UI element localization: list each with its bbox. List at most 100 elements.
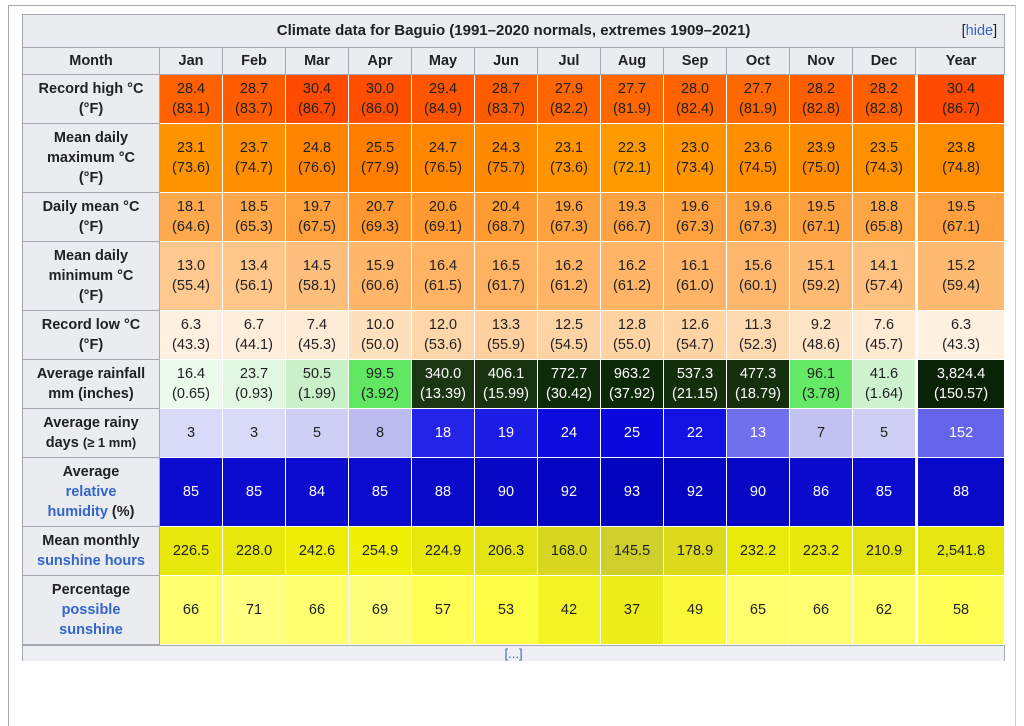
cell-mean-daily-min-sep: 16.1 (61.0) [664, 242, 727, 311]
cell-avg-relative-humidity-year: 88 [916, 458, 1006, 527]
cell-daily-mean-mar: 19.7 (67.5) [286, 193, 349, 242]
row-label-link[interactable]: sunshine hours [37, 553, 145, 569]
row-label-link[interactable]: humidity [47, 504, 108, 520]
cell-mean-daily-min-jun: 16.5 (61.7) [475, 242, 538, 311]
cell-mean-monthly-sunshine-hours-oct: 232.2 [727, 527, 790, 576]
cell-avg-rainfall-sep: 537.3 (21.15) [664, 360, 727, 409]
cell-mean-daily-max-year: 23.8 (74.8) [916, 124, 1006, 193]
cell-mean-monthly-sunshine-hours-nov: 223.2 [790, 527, 853, 576]
row-label-avg-relative-humidity: Average relative humidity (%) [23, 458, 160, 527]
table-row-avg-rainy-days: Average rainy days (≥ 1 mm) 3 3 5 8 18 19 24 25 22… [23, 409, 1006, 458]
col-header-month: Month [23, 48, 160, 75]
table-row-record-high: Record high °C (°F) 28.4 (83.1) 28.7 (83.7) 30… [23, 75, 1006, 124]
cell-mean-monthly-sunshine-hours-mar: 242.6 [286, 527, 349, 576]
cell-record-low-aug: 12.8 (55.0) [601, 311, 664, 360]
cell-mean-daily-min-year: 15.2 (59.4) [916, 242, 1006, 311]
cell-mean-daily-max-jun: 24.3 (75.7) [475, 124, 538, 193]
cell-percent-possible-sunshine-sep: 49 [664, 576, 727, 645]
cell-percent-possible-sunshine-feb: 71 [223, 576, 286, 645]
cell-avg-rainfall-apr: 99.5 (3.92) [349, 360, 412, 409]
cell-record-high-may: 29.4 (84.9) [412, 75, 475, 124]
cell-avg-rainy-days-jan: 3 [160, 409, 223, 458]
cell-mean-monthly-sunshine-hours-sep: 178.9 [664, 527, 727, 576]
cell-record-high-dec: 28.2 (82.8) [853, 75, 916, 124]
row-label-link[interactable]: relative [65, 484, 117, 500]
cell-avg-rainy-days-year: 152 [916, 409, 1006, 458]
cell-avg-rainy-days-oct: 13 [727, 409, 790, 458]
cell-avg-rainfall-year: 3,824.4 (150.57) [916, 360, 1006, 409]
cell-mean-daily-max-sep: 23.0 (73.4) [664, 124, 727, 193]
cell-mean-daily-min-mar: 14.5 (58.1) [286, 242, 349, 311]
column-header-row: Month Jan Feb Mar Apr May Jun Jul Aug Sep Oct Nov De… [23, 48, 1006, 75]
row-label-record-high: Record high °C (°F) [23, 75, 160, 124]
cell-avg-rainfall-may: 340.0 (13.39) [412, 360, 475, 409]
cell-avg-relative-humidity-nov: 86 [790, 458, 853, 527]
cell-daily-mean-may: 20.6 (69.1) [412, 193, 475, 242]
cell-percent-possible-sunshine-nov: 66 [790, 576, 853, 645]
cell-mean-daily-min-nov: 15.1 (59.2) [790, 242, 853, 311]
row-label-link[interactable]: sunshine [59, 622, 123, 638]
col-header-may: May [412, 48, 475, 75]
col-header-mar: Mar [286, 48, 349, 75]
source-row: [...] [23, 645, 1006, 661]
table-title-cell: Climate data for Baguio (1991–2020 norma… [23, 15, 1006, 48]
cell-avg-rainy-days-aug: 25 [601, 409, 664, 458]
col-header-jun: Jun [475, 48, 538, 75]
row-label-avg-rainfall: Average rainfall mm (inches) [23, 360, 160, 409]
cell-mean-daily-min-oct: 15.6 (60.1) [727, 242, 790, 311]
col-header-feb: Feb [223, 48, 286, 75]
cell-daily-mean-year: 19.5 (67.1) [916, 193, 1006, 242]
table-row-avg-rainfall: Average rainfall mm (inches) 16.4 (0.65) 23.… [23, 360, 1006, 409]
cell-avg-rainfall-oct: 477.3 (18.79) [727, 360, 790, 409]
row-label-mean-daily-max: Mean daily maximum °C (°F) [23, 124, 160, 193]
row-label-percent-possible-sunshine: Percentage possible sunshine [23, 576, 160, 645]
cell-daily-mean-jul: 19.6 (67.3) [538, 193, 601, 242]
table-row-mean-daily-min: Mean daily minimum °C (°F) 13.0 (55.4) 13.4 (5… [23, 242, 1006, 311]
cell-mean-daily-max-oct: 23.6 (74.5) [727, 124, 790, 193]
cell-daily-mean-apr: 20.7 (69.3) [349, 193, 412, 242]
table-row-mean-monthly-sunshine-hours: Mean monthly sunshine hours 226.5 228.0 242.… [23, 527, 1006, 576]
cell-record-high-aug: 27.7 (81.9) [601, 75, 664, 124]
row-label-link[interactable]: possible [61, 602, 121, 618]
cell-percent-possible-sunshine-mar: 66 [286, 576, 349, 645]
cell-avg-rainy-days-jun: 19 [475, 409, 538, 458]
cell-avg-relative-humidity-jul: 92 [538, 458, 601, 527]
cell-daily-mean-dec: 18.8 (65.8) [853, 193, 916, 242]
cell-record-low-jul: 12.5 (54.5) [538, 311, 601, 360]
row-label-record-low: Record low °C (°F) [23, 311, 160, 360]
cell-record-high-feb: 28.7 (83.7) [223, 75, 286, 124]
cell-mean-monthly-sunshine-hours-apr: 254.9 [349, 527, 412, 576]
cell-mean-monthly-sunshine-hours-may: 224.9 [412, 527, 475, 576]
cell-avg-rainy-days-sep: 22 [664, 409, 727, 458]
cell-mean-daily-min-jul: 16.2 (61.2) [538, 242, 601, 311]
row-label-mean-monthly-sunshine-hours: Mean monthly sunshine hours [23, 527, 160, 576]
cell-record-low-dec: 7.6 (45.7) [853, 311, 916, 360]
cell-daily-mean-nov: 19.5 (67.1) [790, 193, 853, 242]
col-header-sep: Sep [664, 48, 727, 75]
hide-link[interactable]: hide [965, 23, 994, 39]
col-header-aug: Aug [601, 48, 664, 75]
cell-record-high-jan: 28.4 (83.1) [160, 75, 223, 124]
cell-record-high-sep: 28.0 (82.4) [664, 75, 727, 124]
cell-mean-daily-max-nov: 23.9 (75.0) [790, 124, 853, 193]
cell-avg-rainfall-dec: 41.6 (1.64) [853, 360, 916, 409]
cell-mean-monthly-sunshine-hours-feb: 228.0 [223, 527, 286, 576]
cell-daily-mean-oct: 19.6 (67.3) [727, 193, 790, 242]
cell-mean-daily-max-dec: 23.5 (74.3) [853, 124, 916, 193]
cell-record-low-feb: 6.7 (44.1) [223, 311, 286, 360]
cell-daily-mean-feb: 18.5 (65.3) [223, 193, 286, 242]
cell-mean-monthly-sunshine-hours-dec: 210.9 [853, 527, 916, 576]
cell-avg-rainy-days-apr: 8 [349, 409, 412, 458]
table-row-percent-possible-sunshine: Percentage possible sunshine 66 71 66 69 57 53 42… [23, 576, 1006, 645]
cell-avg-relative-humidity-aug: 93 [601, 458, 664, 527]
source-cell: [...] [23, 645, 1006, 661]
col-header-dec: Dec [853, 48, 916, 75]
col-header-nov: Nov [790, 48, 853, 75]
table-row-avg-relative-humidity: Average relative humidity (%) 85 85 84 85 88 90 9… [23, 458, 1006, 527]
cell-record-high-year: 30.4 (86.7) [916, 75, 1006, 124]
hide-toggle: [hide] [961, 23, 998, 39]
cell-mean-daily-min-feb: 13.4 (56.1) [223, 242, 286, 311]
table-title: Climate data for Baguio (1991–2020 norma… [276, 22, 751, 39]
cell-daily-mean-jun: 20.4 (68.7) [475, 193, 538, 242]
cell-mean-daily-min-dec: 14.1 (57.4) [853, 242, 916, 311]
